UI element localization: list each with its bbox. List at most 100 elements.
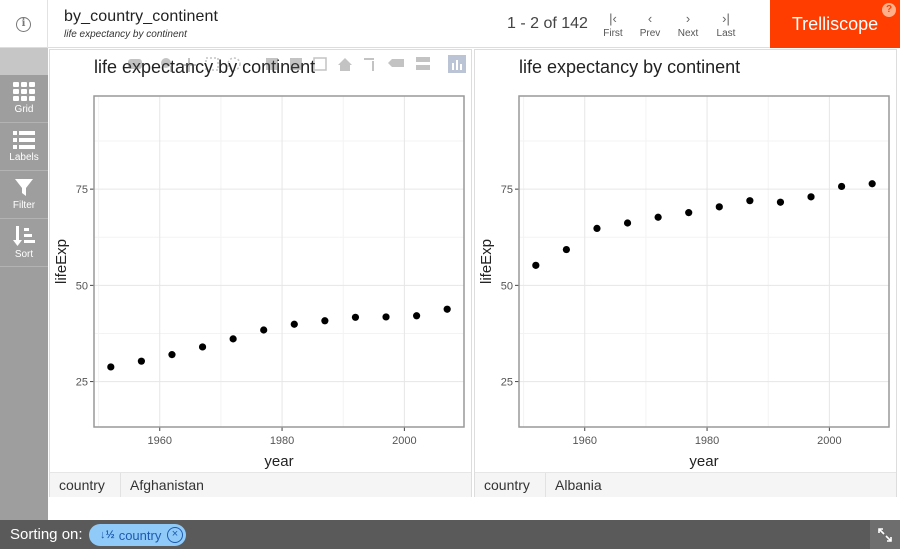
sort-chip-label: country: [118, 527, 162, 543]
x-axis-label: year: [264, 453, 293, 470]
data-point[interactable]: [413, 312, 421, 320]
data-point[interactable]: [685, 209, 693, 217]
list-icon: [13, 131, 35, 149]
nav-first-button[interactable]: |‹ First: [593, 10, 633, 39]
filter-icon: [15, 179, 33, 196]
sidebar-item-grid[interactable]: Grid: [0, 75, 48, 123]
sidebar-label-sort: Sort: [14, 249, 34, 260]
y-tick-label: 50: [501, 280, 513, 292]
cognostic-name: country: [475, 473, 546, 497]
data-point[interactable]: [321, 317, 329, 325]
sidebar-label-filter: Filter: [12, 200, 36, 211]
last-page-icon: ›|: [722, 11, 730, 26]
chevron-right-icon: ›: [685, 11, 691, 26]
trelliscope-brand[interactable]: Trelliscope ?: [770, 0, 900, 48]
sidebar-item-filter[interactable]: Filter: [0, 171, 48, 219]
plot-border: [518, 95, 890, 428]
y-tick-label: 50: [76, 280, 88, 292]
plot-title: life expectancy by continent: [94, 57, 315, 77]
data-point[interactable]: [443, 305, 451, 313]
cognostic-row: country Afghanistan: [50, 472, 471, 497]
cognostic-row: country Albania: [475, 472, 896, 497]
plot-background: [94, 96, 464, 427]
plot-border: [93, 95, 465, 428]
nav-next-button[interactable]: › Next: [668, 10, 708, 39]
cognostic-value: Afghanistan: [130, 477, 204, 493]
footer-bar: Sorting on: ↓½ country ×: [0, 520, 900, 549]
header-bar: i by_country_continent life expectancy b…: [0, 0, 900, 48]
grid-icon: [13, 82, 35, 101]
data-point[interactable]: [623, 219, 632, 227]
expand-icon: [878, 527, 892, 542]
x-tick-label: 1980: [695, 435, 719, 447]
sort-icon: [13, 226, 35, 246]
x-tick-label: 1980: [270, 435, 294, 447]
y-axis-label: lifeExp: [478, 239, 495, 284]
expand-button[interactable]: [870, 520, 900, 549]
plot-background: [519, 96, 889, 427]
sidebar-label-grid: Grid: [14, 104, 34, 115]
panel-plot: life expectancy by continent 1960 1980 2000…: [53, 57, 465, 470]
cognostic-name: country: [50, 473, 121, 497]
nav-last-button[interactable]: ›| Last: [706, 10, 746, 39]
nav-prev-label: Prev: [639, 28, 661, 39]
data-point[interactable]: [593, 224, 601, 232]
data-point[interactable]: [532, 261, 540, 269]
nav-prev-button[interactable]: ‹ Prev: [630, 10, 670, 39]
help-icon[interactable]: ?: [882, 3, 896, 17]
sort-chip[interactable]: ↓½ country ×: [89, 524, 186, 546]
display-title-area: by_country_continent life expectancy by …: [64, 8, 218, 40]
page-info: 1 - 2 of 142: [507, 15, 588, 32]
data-point[interactable]: [562, 245, 570, 254]
data-point[interactable]: [868, 180, 876, 188]
data-point[interactable]: [746, 197, 754, 205]
info-button[interactable]: i: [0, 0, 48, 48]
plot-modebar[interactable]: [128, 55, 468, 75]
first-page-icon: |‹: [609, 11, 617, 26]
sidebar-item-labels[interactable]: Labels: [0, 123, 48, 171]
x-tick-label: 2000: [392, 435, 416, 447]
remove-sort-icon[interactable]: ×: [167, 527, 183, 543]
x-tick-label: 1960: [148, 435, 172, 447]
y-axis-label: lifeExp: [53, 239, 70, 284]
data-point[interactable]: [229, 335, 237, 343]
data-point[interactable]: [654, 213, 662, 221]
y-tick-label: 75: [76, 184, 88, 196]
panel-2[interactable]: life expectancy by continent 1960 1980 2000…: [474, 49, 897, 497]
cognostic-value: Albania: [555, 477, 602, 493]
sort-ascending-icon: ↓½: [100, 529, 115, 541]
x-tick-label: 1960: [573, 435, 597, 447]
info-icon: i: [16, 16, 31, 32]
data-point[interactable]: [715, 203, 723, 211]
display-name: by_country_continent: [64, 8, 219, 25]
sidebar-label-labels: Labels: [9, 152, 39, 163]
x-axis-label: year: [689, 453, 718, 470]
data-point[interactable]: [351, 313, 360, 321]
data-point[interactable]: [260, 326, 268, 334]
data-point[interactable]: [168, 351, 176, 359]
sidebar-item-sort[interactable]: Sort: [0, 219, 48, 267]
x-tick-label: 2000: [817, 435, 841, 447]
nav-last-label: Last: [716, 28, 736, 39]
nav-first-label: First: [603, 28, 623, 39]
data-point[interactable]: [838, 182, 846, 191]
y-tick-label: 75: [501, 184, 513, 196]
brand-label: Trelliscope: [791, 13, 879, 34]
data-point[interactable]: [107, 363, 115, 371]
data-point[interactable]: [382, 313, 390, 321]
data-point[interactable]: [198, 343, 207, 351]
data-point[interactable]: [290, 320, 298, 328]
y-tick-label: 25: [76, 377, 88, 389]
chevron-left-icon: ‹: [647, 11, 653, 26]
data-point[interactable]: [776, 198, 785, 206]
panel-plot: life expectancy by continent 1960 1980 2000…: [478, 57, 890, 470]
sidebar: Grid Labels Filter: [0, 75, 48, 520]
sidebar-spacer: [0, 48, 48, 75]
panel-1[interactable]: life expectancy by continent 1960 1980 2000…: [49, 49, 472, 497]
plot-title: life expectancy by continent: [519, 57, 740, 77]
sort-label: Sorting on:: [10, 526, 83, 543]
data-point[interactable]: [807, 193, 815, 201]
nav-next-label: Next: [677, 28, 699, 39]
data-point[interactable]: [137, 357, 145, 365]
